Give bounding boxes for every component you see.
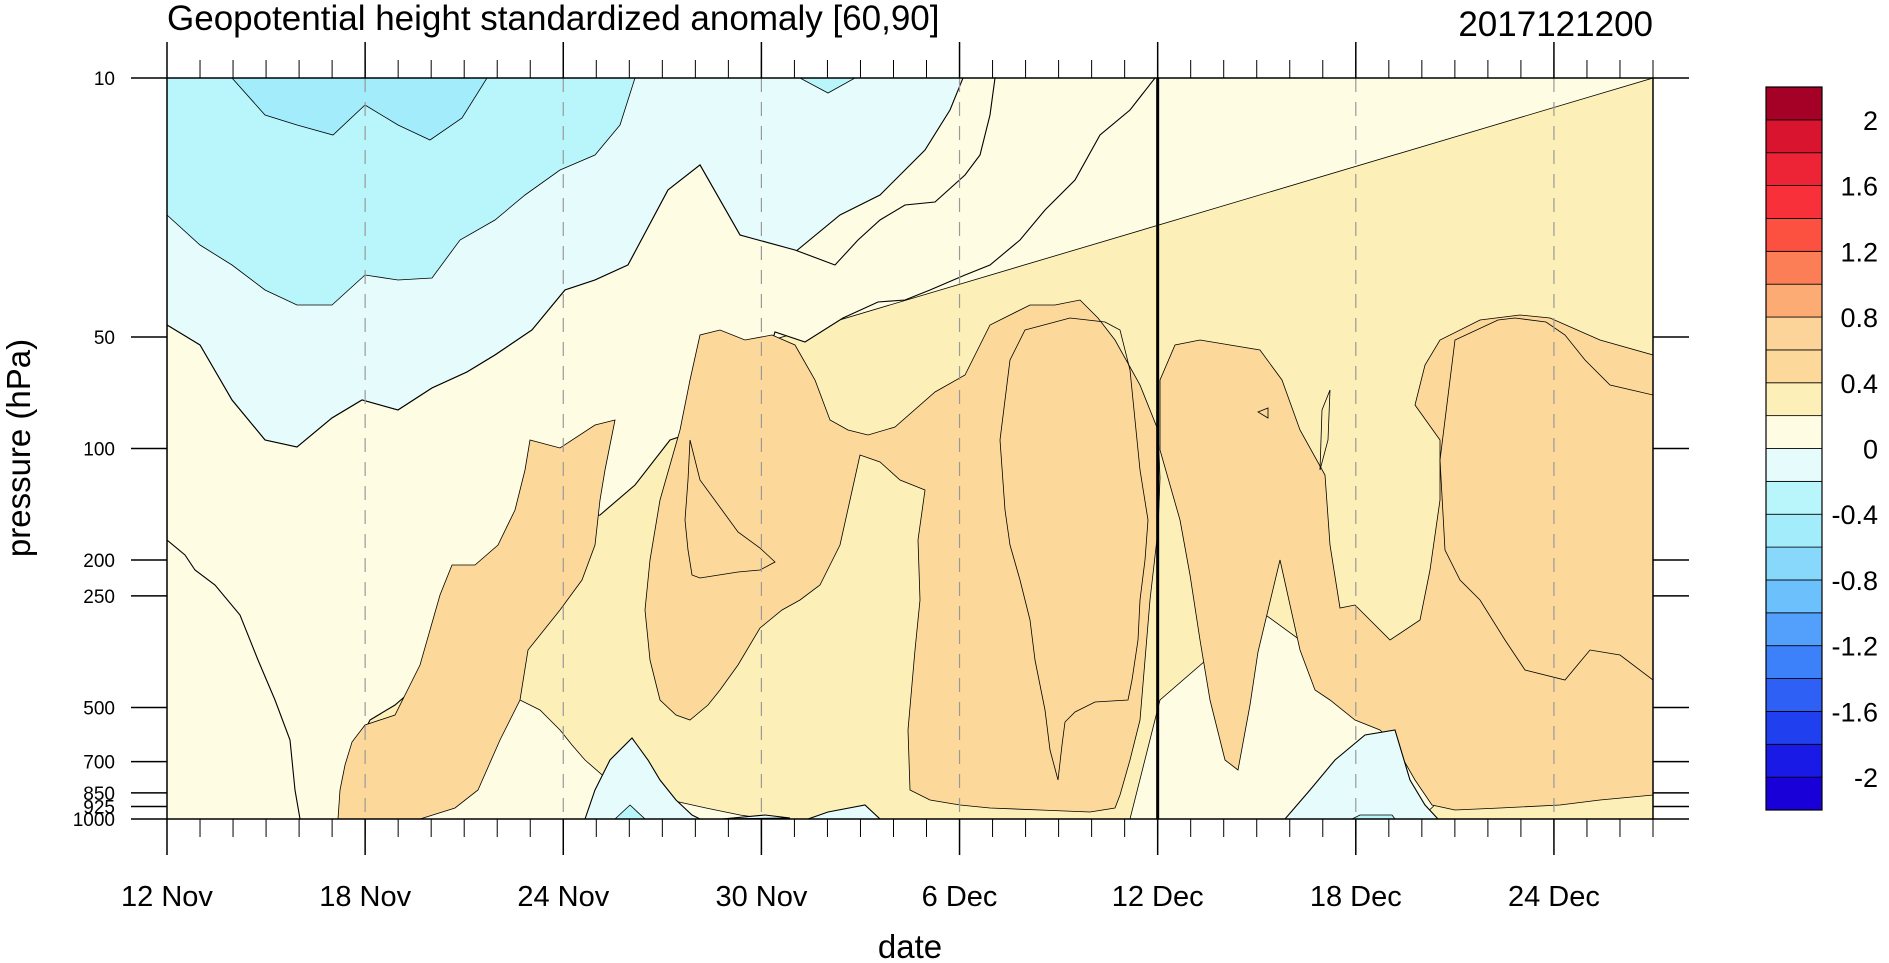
colorbar-swatch — [1765, 711, 1823, 745]
colorbar-swatch — [1765, 513, 1823, 548]
colorbar-label: 2 — [1863, 106, 1878, 136]
y-tick-label: 100 — [83, 440, 115, 461]
field-region-neg-bottom-left-core — [614, 804, 646, 819]
colorbar-swatch — [1765, 218, 1823, 252]
x-tick-label: 18 Nov — [319, 881, 411, 913]
colorbar-swatch — [1765, 678, 1823, 712]
field-region-neg-0.1-top — [799, 78, 856, 94]
field-contour-inner-right — [1319, 389, 1331, 471]
x-tick-label: 24 Nov — [517, 881, 609, 913]
chart-title: Geopotential height standardized anomaly… — [167, 0, 939, 38]
x-axis-label: date — [878, 928, 942, 963]
colorbar-swatch — [1765, 448, 1823, 482]
x-axis: 12 Nov 18 Nov 24 Nov 30 Nov 6 Dec 12 Dec 18 De… — [121, 42, 1654, 913]
colorbar-swatch — [1765, 250, 1823, 285]
colorbar-label: 0.8 — [1840, 303, 1878, 333]
colorbar-swatch — [1765, 480, 1823, 515]
colorbar-swatch — [1765, 743, 1823, 778]
x-tick-label: 24 Dec — [1508, 881, 1600, 913]
colorbar-swatch — [1765, 415, 1823, 449]
field-region-neg-bottom-right — [1284, 729, 1439, 819]
field-region-neg-0.5 — [231, 78, 488, 141]
colorbar-swatch — [1765, 283, 1823, 318]
colorbar-label: -2 — [1854, 763, 1878, 793]
date-stamp: 2017121200 — [1458, 5, 1653, 44]
colorbar-label: -1.6 — [1831, 697, 1878, 727]
field-region-pos-0.5-left — [337, 419, 616, 819]
y-tick-label: 250 — [83, 587, 115, 608]
field-region-zero-band-upper — [167, 78, 1156, 819]
x-tick-label: 30 Nov — [715, 881, 807, 913]
colorbar-swatch — [1765, 776, 1823, 811]
x-tick-label: 12 Dec — [1112, 881, 1204, 913]
colorbar-label: 0 — [1863, 435, 1878, 465]
field-contour-inner-mid — [999, 317, 1149, 781]
field-region-neg-0.3 — [167, 78, 636, 306]
y-tick-label: 925 — [83, 797, 115, 818]
colorbar: 2 1.6 1.2 0.8 0.4 0 -0.4 -0.8 -1.2 -1.6 -2 — [1765, 86, 1878, 811]
y-tick-label: 10 — [94, 69, 115, 90]
colorbar-swatch — [1765, 382, 1823, 417]
y-tick-label: 200 — [83, 551, 115, 572]
colorbar-swatch — [1765, 316, 1823, 351]
colorbar-swatch — [1765, 152, 1823, 186]
field-contour-dot — [1257, 407, 1269, 419]
field-region-pos-0.5-mid — [644, 299, 1161, 813]
colorbar-swatch — [1765, 86, 1823, 121]
colorbar-swatch — [1765, 579, 1823, 614]
field-region-pos-0.5-rightcore — [1439, 317, 1653, 681]
anomaly-field — [167, 78, 1653, 819]
field-contour-inner-left — [684, 439, 776, 579]
colorbar-label: 1.2 — [1840, 237, 1878, 267]
x-tick-label: 6 Dec — [922, 881, 998, 913]
colorbar-swatch — [1765, 612, 1823, 647]
y-tick-label: 700 — [83, 753, 115, 774]
colorbar-label: -1.2 — [1831, 632, 1878, 662]
x-tick-label: 18 Dec — [1310, 881, 1402, 913]
colorbar-swatch — [1765, 349, 1823, 384]
colorbar-swatch — [1765, 119, 1823, 154]
colorbar-swatch — [1765, 645, 1823, 679]
field-region-neg-bottom-right-core — [1351, 814, 1396, 819]
colorbar-label: -0.4 — [1831, 500, 1878, 530]
y-tick-label: 850 — [83, 784, 115, 805]
colorbar-label: 1.6 — [1840, 172, 1878, 202]
x-tick-label: 12 Nov — [121, 881, 213, 913]
colorbar-label: -0.8 — [1831, 566, 1878, 596]
colorbar-swatch — [1765, 546, 1823, 581]
field-region-neg-bottom-left — [584, 737, 701, 819]
colorbar-label: 0.4 — [1840, 369, 1878, 399]
colorbar-frame — [1765, 86, 1823, 811]
y-tick-label: 50 — [94, 328, 115, 349]
colorbar-swatch — [1765, 185, 1823, 219]
y-tick-label: 1000 — [73, 810, 115, 831]
y-axis-label: pressure (hPa) — [0, 339, 37, 557]
y-tick-label: 500 — [83, 698, 115, 719]
